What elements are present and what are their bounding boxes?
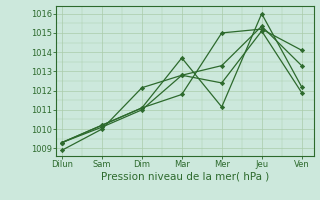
X-axis label: Pression niveau de la mer( hPa ): Pression niveau de la mer( hPa ): [101, 172, 269, 182]
